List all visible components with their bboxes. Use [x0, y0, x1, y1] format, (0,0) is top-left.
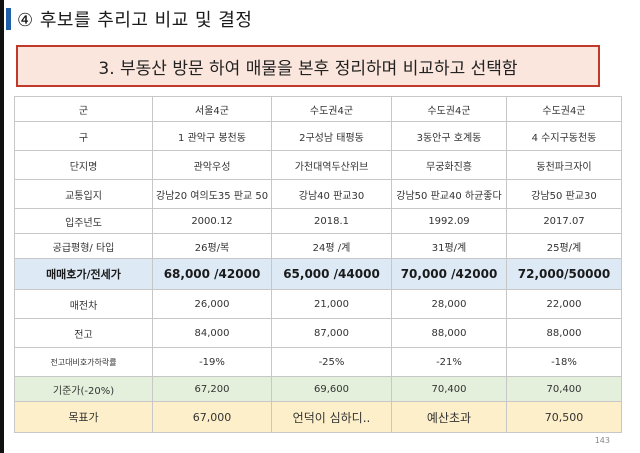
- table-cell: 67,000: [152, 401, 272, 433]
- table-cell: 4 수지구동천동: [506, 121, 622, 151]
- page-number: 143: [594, 436, 610, 445]
- slide-title: 3. 부동산 방문 하여 매물을 본후 정리하며 비교하고 선택함: [98, 58, 518, 79]
- table-cell: -19%: [152, 347, 272, 377]
- row-label: 단지명: [14, 150, 153, 180]
- table-cell: 84,000: [152, 318, 272, 348]
- table-row-target-price: 목표가 67,000 언덕이 심하디.. 예산초과 70,500: [14, 401, 622, 433]
- row-label: 입주년도: [14, 208, 153, 234]
- table-row-transport: 교통입지 강남20 여의도35 판교 50 강남40 판교30 강남50 판교4…: [14, 179, 622, 209]
- table-cell: 26평/복: [152, 233, 272, 259]
- row-label: 구: [14, 121, 153, 151]
- table-cell: 25평/계: [506, 233, 622, 259]
- table-row-gap: 매전차 26,000 21,000 28,000 22,000: [14, 289, 622, 319]
- table-cell: 수도권4군: [506, 96, 622, 122]
- table-cell: 강남50 판교30: [506, 179, 622, 209]
- table-cell: -18%: [506, 347, 622, 377]
- table-cell: 가천대역두산위브: [271, 150, 392, 180]
- slide-title-box: 3. 부동산 방문 하여 매물을 본후 정리하며 비교하고 선택함: [16, 45, 600, 87]
- table-cell: 강남20 여의도35 판교 50: [152, 179, 272, 209]
- table-cell: 65,000 /44000: [271, 258, 392, 290]
- table-cell: 22,000: [506, 289, 622, 319]
- table-cell: 31평/계: [391, 233, 507, 259]
- table-row-high: 전고 84,000 87,000 88,000 88,000: [14, 318, 622, 348]
- row-label: 기준가(-20%): [14, 376, 153, 402]
- table-cell: 예산초과: [391, 401, 507, 433]
- table-cell: 수도권4군: [271, 96, 392, 122]
- table-cell: 서울4군: [152, 96, 272, 122]
- table-cell: 2000.12: [152, 208, 272, 234]
- table-cell: 수도권4군: [391, 96, 507, 122]
- table-cell: 2구성남 태평동: [271, 121, 392, 151]
- table-cell: 21,000: [271, 289, 392, 319]
- table-cell: 동천파크자이: [506, 150, 622, 180]
- table-cell: 1992.09: [391, 208, 507, 234]
- comparison-table: 군 서울4군 수도권4군 수도권4군 수도권4군 구 1 관악구 봉천동 2구성…: [14, 96, 622, 433]
- table-cell: 70,000 /42000: [391, 258, 507, 290]
- heading-accent-bar: [6, 8, 11, 30]
- row-label: 군: [14, 96, 153, 122]
- table-cell: 1 관악구 봉천동: [152, 121, 272, 151]
- row-label: 전고: [14, 318, 153, 348]
- table-cell: 68,000 /42000: [152, 258, 272, 290]
- table-cell: 강남40 판교30: [271, 179, 392, 209]
- table-cell: 67,200: [152, 376, 272, 402]
- row-label: 매매호가/전세가: [14, 258, 153, 290]
- row-label: 교통입지: [14, 179, 153, 209]
- table-cell: 88,000: [391, 318, 507, 348]
- table-cell: 2017.07: [506, 208, 622, 234]
- table-row-complex: 단지명 관악우성 가천대역두산위브 무궁화진흥 동천파크자이: [14, 150, 622, 180]
- table-row-district: 구 1 관악구 봉천동 2구성남 태평동 3동안구 호계동 4 수지구동천동: [14, 121, 622, 151]
- table-cell: 24평 /계: [271, 233, 392, 259]
- table-cell: 언덕이 심하디..: [271, 401, 392, 433]
- row-label: 전고대비호가하락률: [14, 347, 153, 377]
- row-label: 공급평형/ 타입: [14, 233, 153, 259]
- row-label: 목표가: [14, 401, 153, 433]
- table-cell: 70,400: [391, 376, 507, 402]
- section-heading: ④ 후보를 추리고 비교 및 결정: [6, 4, 252, 34]
- table-cell: -25%: [271, 347, 392, 377]
- row-label: 매전차: [14, 289, 153, 319]
- heading-text: ④ 후보를 추리고 비교 및 결정: [17, 10, 253, 31]
- table-cell: 69,600: [271, 376, 392, 402]
- table-cell: 70,400: [506, 376, 622, 402]
- table-row-group: 군 서울4군 수도권4군 수도권4군 수도권4군: [14, 96, 622, 122]
- table-cell: 강남50 판교40 하균좋다: [391, 179, 507, 209]
- table-cell: -21%: [391, 347, 507, 377]
- table-row-drop-rate: 전고대비호가하락률 -19% -25% -21% -18%: [14, 347, 622, 377]
- left-edge-bar: [0, 0, 4, 453]
- table-row-year: 입주년도 2000.12 2018.1 1992.09 2017.07: [14, 208, 622, 234]
- table-row-price: 매매호가/전세가 68,000 /42000 65,000 /44000 70,…: [14, 258, 622, 290]
- table-row-type: 공급평형/ 타입 26평/복 24평 /계 31평/계 25평/계: [14, 233, 622, 259]
- table-row-base-price: 기준가(-20%) 67,200 69,600 70,400 70,400: [14, 376, 622, 402]
- table-cell: 2018.1: [271, 208, 392, 234]
- table-cell: 88,000: [506, 318, 622, 348]
- table-cell: 70,500: [506, 401, 622, 433]
- table-cell: 28,000: [391, 289, 507, 319]
- table-cell: 26,000: [152, 289, 272, 319]
- table-cell: 무궁화진흥: [391, 150, 507, 180]
- table-cell: 72,000/50000: [506, 258, 622, 290]
- table-cell: 관악우성: [152, 150, 272, 180]
- table-cell: 3동안구 호계동: [391, 121, 507, 151]
- table-cell: 87,000: [271, 318, 392, 348]
